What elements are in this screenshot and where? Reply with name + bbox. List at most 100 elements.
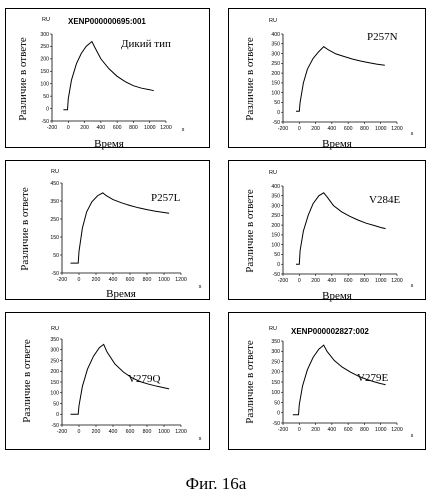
variant-annotation: V284E <box>369 194 400 206</box>
y-tick-label: 250 <box>50 217 59 223</box>
x-tick-label: -200 <box>278 427 288 433</box>
y-tick-label: 250 <box>50 358 59 364</box>
x-unit-label: s <box>199 284 202 290</box>
x-tick-label: 600 <box>344 278 353 284</box>
y-tick-label: 300 <box>271 349 280 355</box>
y-tick-label: 100 <box>271 390 280 396</box>
y-tick-label: 50 <box>274 400 280 406</box>
chart-panel-1: -50 0 50 100 150 200 250 300 -200 0 200 400 600 800 10… <box>5 8 210 150</box>
x-tick-label: 0 <box>78 277 81 283</box>
x-tick-label: 1200 <box>391 278 403 284</box>
y-unit-label: RU <box>51 169 59 175</box>
chart-panel-5: -50 0 50 100 150 200 250 300 350 -200 0 200 400 600 80… <box>5 312 210 450</box>
y-tick-label: 200 <box>271 223 280 229</box>
y-tick-label: 50 <box>53 401 59 407</box>
x-tick-label: 200 <box>311 278 320 284</box>
y-tick-label: 450 <box>50 181 59 187</box>
x-tick-label: 800 <box>360 278 369 284</box>
y-unit-label: RU <box>42 17 50 23</box>
y-tick-label: 250 <box>271 359 280 365</box>
x-tick-label: 200 <box>92 429 101 435</box>
sensorgram-line <box>70 343 170 415</box>
x-axis-label: Время <box>94 138 124 150</box>
x-tick-label: 0 <box>78 429 81 435</box>
sensorgram-line <box>296 46 385 112</box>
chart-panel-3: -50 50 150 250 350 450 -200 0 200 400 600 800 1000 12… <box>5 160 210 300</box>
y-tick-label: 50 <box>43 94 49 100</box>
x-tick-label: 1000 <box>158 277 170 283</box>
y-tick-label: 0 <box>46 106 49 112</box>
x-tick-label: 1200 <box>175 429 187 435</box>
y-tick-label: 200 <box>271 370 280 376</box>
y-tick-label: 0 <box>277 411 280 417</box>
y-tick-label: 350 <box>271 339 280 345</box>
y-axis-label: Различие в ответе <box>21 339 33 423</box>
x-tick-label: 400 <box>328 278 337 284</box>
variant-annotation: P257N <box>367 31 398 43</box>
x-tick-label: -200 <box>278 126 288 132</box>
y-tick-label: 200 <box>271 71 280 77</box>
x-unit-label: s <box>411 283 414 289</box>
x-tick-label: -200 <box>57 429 67 435</box>
x-axis-label: Время <box>106 288 136 300</box>
chart-title: XENP000000695:001 <box>68 17 146 26</box>
sensorgram-line <box>70 192 170 264</box>
y-tick-label: 150 <box>271 81 280 87</box>
y-tick-label: 100 <box>271 90 280 96</box>
sensorgram-line <box>63 40 154 111</box>
x-tick-label: 400 <box>328 126 337 132</box>
x-tick-label: 0 <box>67 125 70 131</box>
x-tick-label: 1200 <box>175 277 187 283</box>
y-tick-label: 400 <box>271 184 280 190</box>
y-unit-label: RU <box>269 326 277 332</box>
y-axis-label: Различие в ответе <box>19 187 31 271</box>
y-tick-label: 150 <box>50 235 59 241</box>
chart-v279q: -50 0 50 100 150 200 250 300 350 -200 0 200 400 600 80… <box>21 326 202 442</box>
x-tick-label: 600 <box>344 427 353 433</box>
y-tick-label: 50 <box>274 100 280 106</box>
chart-p257n: -50 0 50 100 150 200 250 300 350 400 -200 0 200 400 60… <box>244 18 414 150</box>
x-tick-label: 1200 <box>391 126 403 132</box>
x-tick-label: 800 <box>360 427 369 433</box>
y-tick-label: 0 <box>277 110 280 116</box>
y-tick-label: 200 <box>40 57 49 63</box>
x-unit-label: s <box>182 127 185 133</box>
y-axis-label: Различие в ответе <box>17 37 29 121</box>
y-tick-label: 250 <box>271 61 280 67</box>
y-tick-label: 200 <box>50 369 59 375</box>
x-tick-label: 400 <box>97 125 106 131</box>
y-tick-label: 250 <box>271 213 280 219</box>
y-tick-label: 50 <box>53 253 59 259</box>
y-tick-label: 150 <box>271 233 280 239</box>
y-tick-label: 300 <box>271 51 280 57</box>
y-axis-label: Различие в ответе <box>244 37 256 121</box>
x-tick-label: 800 <box>143 277 152 283</box>
chart-panel-6: -50 0 50 100 150 200 250 300 350 -200 0 200 400 600 80… <box>228 312 426 450</box>
y-tick-label: 350 <box>50 337 59 343</box>
chart-panel-2: -50 0 50 100 150 200 250 300 350 400 -200 0 200 400 60… <box>228 8 426 150</box>
y-tick-label: 100 <box>271 242 280 248</box>
x-tick-label: 400 <box>328 427 337 433</box>
x-tick-label: 0 <box>298 427 301 433</box>
variant-annotation: V279E <box>357 372 388 384</box>
x-tick-label: 1000 <box>158 429 170 435</box>
y-tick-label: -50 <box>273 272 281 278</box>
y-tick-label: 250 <box>40 44 49 50</box>
y-tick-label: 300 <box>50 348 59 354</box>
y-tick-label: 300 <box>271 203 280 209</box>
x-axis-label: Время <box>322 138 352 150</box>
y-tick-label: 0 <box>277 262 280 268</box>
x-tick-label: 600 <box>113 125 122 131</box>
x-tick-label: 0 <box>298 278 301 284</box>
y-tick-label: 350 <box>271 194 280 200</box>
chart-p257l: -50 50 150 250 350 450 -200 0 200 400 600 800 1000 12… <box>19 169 202 300</box>
x-tick-label: 0 <box>298 126 301 132</box>
y-tick-label: -50 <box>52 423 60 429</box>
y-tick-label: 150 <box>40 69 49 75</box>
x-tick-label: 600 <box>126 429 135 435</box>
y-tick-label: 150 <box>271 380 280 386</box>
y-tick-label: 350 <box>271 42 280 48</box>
y-tick-label: 100 <box>40 82 49 88</box>
y-tick-label: 400 <box>271 32 280 38</box>
chart-title: XENP000002827:002 <box>291 327 369 336</box>
